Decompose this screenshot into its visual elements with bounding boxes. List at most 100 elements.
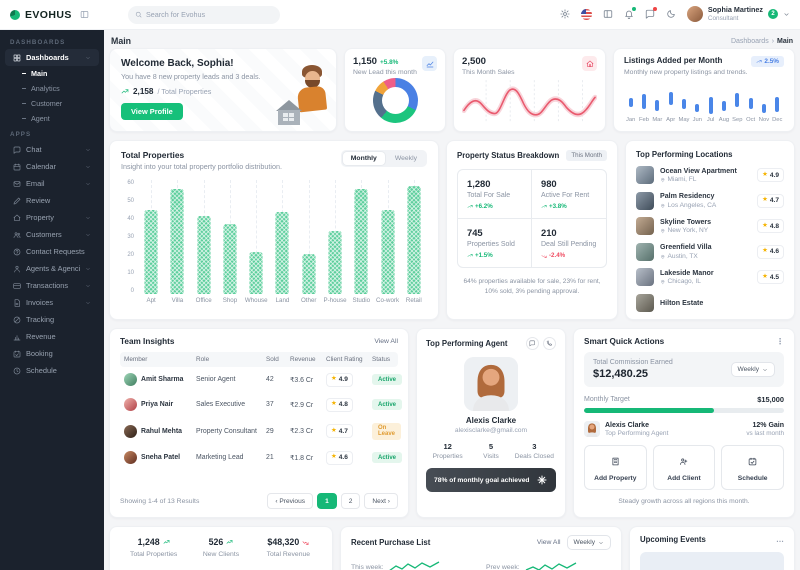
sidebar-item-dashboards[interactable]: Dashboards — [5, 49, 99, 66]
sidebar-item-invoices[interactable]: Invoices — [5, 294, 99, 311]
page-1-button[interactable]: 1 — [317, 493, 337, 509]
sidebar-item-property[interactable]: Property — [5, 209, 99, 226]
sidebar-subitem-customer[interactable]: Customer — [0, 96, 104, 111]
chat-agent-button[interactable] — [526, 337, 539, 350]
table-row[interactable]: Priya Nair Sales Executive 37 ₹2.9 Cr ★ 4.8 Ac… — [120, 392, 403, 417]
trend-up-icon — [226, 539, 233, 546]
period-select[interactable]: Weekly — [730, 362, 775, 377]
event-item-placeholder[interactable] — [640, 552, 784, 570]
next-button[interactable]: Next › — [364, 493, 398, 509]
sidebar: DASHBOARDS Dashboards Main Analytics Custome… — [0, 30, 104, 570]
role-cell: Property Consultant — [196, 427, 257, 435]
sidebar-toggle-icon[interactable] — [80, 10, 89, 19]
bell-icon[interactable] — [624, 7, 636, 20]
home-icon — [582, 56, 597, 71]
location-item[interactable]: Palm Residency Los Angeles, CA ★ 4.7 — [636, 191, 784, 210]
status-value: 1,280 — [467, 178, 491, 189]
sidebar-item-tracking[interactable]: Tracking — [5, 311, 99, 328]
flag-icon[interactable] — [580, 8, 592, 20]
toggle-monthly[interactable]: Monthly — [342, 152, 385, 165]
month-label: Nov — [758, 117, 770, 123]
location-name: Lakeside Manor — [660, 268, 714, 277]
sidebar-item-label: Dashboards — [26, 53, 69, 62]
table-row[interactable]: Rahul Mehta Property Consultant 29 ₹2.3 Cr ★… — [120, 417, 402, 445]
sidebar-item-review[interactable]: Review — [5, 192, 99, 209]
sidebar-item-label: Invoices — [26, 298, 54, 307]
calendar-icon — [13, 163, 21, 171]
location-item[interactable]: Greenfield Villa Austin, TX ★ 4.6 — [636, 242, 784, 261]
tp-column-office: Office — [191, 180, 217, 304]
y-tick: 30 — [127, 234, 134, 240]
add-client-button[interactable]: Add Client — [652, 445, 716, 490]
chevron-down-icon — [85, 300, 91, 306]
user-avatar — [686, 6, 703, 23]
sidebar-item-chat[interactable]: Chat — [5, 141, 99, 158]
prev-week-label: Prev week: — [486, 563, 520, 570]
chevron-down-icon[interactable] — [783, 11, 790, 18]
sidebar-item-agents-agencies[interactable]: Agents & Agencies — [5, 260, 99, 277]
call-agent-button[interactable] — [543, 337, 556, 350]
stat-value: $48,320 — [267, 537, 300, 547]
total-properties-card: Total Properties Insight into your total… — [109, 140, 439, 320]
location-item[interactable]: Skyline Towers New York, NY ★ 4.8 — [636, 217, 784, 235]
sidebar-item-customers[interactable]: Customers — [5, 226, 99, 243]
moon-icon[interactable] — [666, 9, 676, 19]
location-name: Ocean View Apartment — [660, 166, 737, 175]
tp-column-land: Land — [269, 180, 295, 304]
view-profile-button[interactable]: View Profile — [121, 103, 183, 120]
user-menu[interactable]: Sophia Martinez Consultant 2 — [686, 6, 790, 23]
sidebar-item-schedule[interactable]: Schedule — [5, 362, 99, 379]
purchase-period-select[interactable]: Weekly — [566, 535, 611, 550]
sidebar-item-contact-requests[interactable]: Contact Requests — [5, 243, 99, 260]
table-row[interactable]: Amit Sharma Senior Agent 42 ₹3.6 Cr ★ 4.9 Acti… — [120, 367, 403, 392]
sidebar-subitem-agent[interactable]: Agent — [0, 111, 104, 126]
sidebar-item-revenue[interactable]: Revenue — [5, 328, 99, 345]
status-delta: +1.5% — [467, 252, 522, 259]
previous-button[interactable]: ‹ Previous — [267, 493, 314, 509]
revenue-cell: ₹2.3 Cr — [290, 428, 314, 435]
city-text: Los Angeles, CA — [667, 201, 717, 209]
purchase-view-all-link[interactable]: View All — [536, 539, 561, 546]
sidebar-subitem-analytics[interactable]: Analytics — [0, 81, 104, 96]
location-city: Miami, FL — [660, 176, 751, 183]
kebab-menu-icon[interactable]: ⋮ — [776, 337, 784, 346]
location-item[interactable]: Hilton Estate — [636, 293, 784, 312]
ellipsis-menu-icon[interactable]: … — [776, 535, 784, 544]
sidebar-item-transactions[interactable]: Transactions — [5, 277, 99, 294]
schedule-button[interactable]: Schedule — [721, 445, 784, 490]
rating-value: 4.8 — [769, 222, 779, 230]
month-label: Aug — [718, 117, 730, 123]
new-lead-card: 1,150 +5.8% New Lead this month — [344, 48, 446, 132]
sidebar-item-label: Property — [26, 213, 54, 222]
logo-text: EVOHUS — [25, 8, 72, 21]
location-item[interactable]: Lakeside Manor Chicago, IL ★ 4.5 — [636, 268, 784, 286]
bottom-stat-total-properties: 1,248 Total Properties — [120, 537, 187, 558]
toggle-weekly[interactable]: Weekly — [394, 155, 417, 162]
stat-value: 5 — [488, 442, 494, 451]
page-2-button[interactable]: 2 — [340, 493, 361, 509]
layout-icon[interactable] — [603, 9, 613, 19]
property-status-card: Property Status Breakdown This Month 1,2… — [446, 140, 618, 320]
add-property-button[interactable]: Add Property — [584, 445, 647, 490]
sidebar-item-email[interactable]: Email — [5, 175, 99, 192]
ps-period-badge[interactable]: This Month — [566, 150, 607, 161]
breadcrumb-root[interactable]: Dashboards — [730, 37, 769, 45]
star-icon: ★ — [331, 375, 337, 383]
table-row[interactable]: Sneha Patel Marketing Lead 21 ₹1.8 Cr ★ 4.6 Ac… — [120, 445, 403, 470]
sidebar-item-booking[interactable]: Booking — [5, 345, 99, 362]
bar-co-work — [381, 210, 395, 294]
stat-value-row: $48,320 — [255, 537, 322, 547]
sidebar-item-calendar[interactable]: Calendar — [5, 158, 99, 175]
team-view-all-link[interactable]: View All — [374, 338, 398, 345]
location-item[interactable]: Ocean View Apartment Miami, FL ★ 4.9 — [636, 166, 784, 184]
sidebar-subitem-main[interactable]: Main — [0, 66, 104, 81]
message-icon[interactable] — [645, 7, 657, 20]
stat-value: 12 — [443, 442, 452, 451]
bar — [628, 98, 633, 107]
search-input[interactable]: Search for Evohus — [128, 5, 280, 24]
listings-badge: 2.5% — [751, 56, 784, 67]
role-cell: Marketing Lead — [196, 454, 244, 461]
stat-label: Total Properties — [130, 551, 178, 558]
settings-icon[interactable] — [560, 9, 570, 20]
listings-bar-dec: Dec — [771, 81, 784, 123]
